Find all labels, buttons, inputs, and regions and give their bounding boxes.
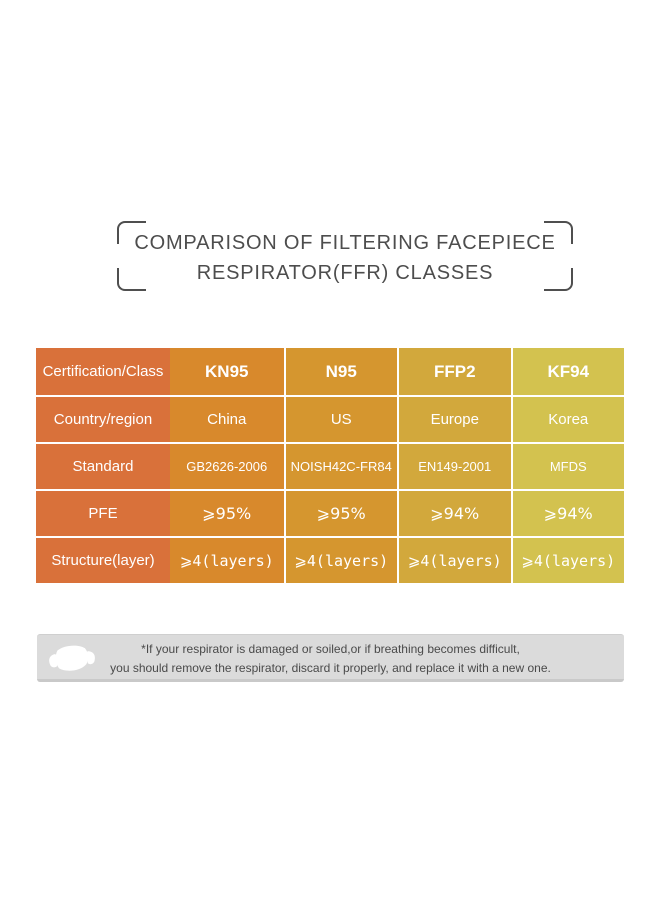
bracket-bottom-left-icon bbox=[117, 268, 146, 291]
cell-country-kf94: Korea bbox=[510, 395, 624, 442]
header-cell-label: Certification/Class bbox=[36, 348, 170, 395]
page-title-line-2: RESPIRATOR(FFR) CLASSES bbox=[196, 262, 494, 284]
warning-note-line-2: you should remove the respirator, discar… bbox=[110, 661, 551, 675]
cell-country-ffp2: Europe bbox=[397, 395, 511, 442]
cell-pfe-n95: ⩾95% bbox=[283, 489, 397, 536]
bracket-top-right-icon bbox=[544, 221, 573, 244]
cell-standard-n95: NOISH42C-FR84 bbox=[283, 442, 397, 489]
row-label-standard: Standard bbox=[36, 442, 170, 489]
cell-country-kn95: China bbox=[170, 395, 284, 442]
header-cell-kn95: KN95 bbox=[170, 348, 284, 395]
title-block: COMPARISON OF FILTERING FACEPIECE RESPIR… bbox=[117, 221, 573, 291]
mask-icon bbox=[45, 640, 100, 678]
page-title-line-1: COMPARISON OF FILTERING FACEPIECE bbox=[134, 232, 556, 254]
row-label-structure: Structure(layer) bbox=[36, 536, 170, 583]
cell-structure-n95: ⩾4(layers) bbox=[283, 536, 397, 583]
comparison-table: Certification/Class KN95 N95 FFP2 KF94 C… bbox=[36, 348, 624, 583]
header-cell-n95: N95 bbox=[283, 348, 397, 395]
row-label-pfe: PFE bbox=[36, 489, 170, 536]
header-cell-kf94: KF94 bbox=[510, 348, 624, 395]
cell-structure-ffp2: ⩾4(layers) bbox=[397, 536, 511, 583]
cell-structure-kn95: ⩾4(layers) bbox=[170, 536, 284, 583]
cell-structure-kf94: ⩾4(layers) bbox=[510, 536, 624, 583]
cell-pfe-kf94: ⩾94% bbox=[510, 489, 624, 536]
cell-country-n95: US bbox=[283, 395, 397, 442]
bracket-top-left-icon bbox=[117, 221, 146, 244]
page-title: COMPARISON OF FILTERING FACEPIECE RESPIR… bbox=[117, 228, 573, 288]
warning-note-line-1: *If your respirator is damaged or soiled… bbox=[141, 642, 520, 656]
warning-note-bar: *If your respirator is damaged or soiled… bbox=[37, 634, 624, 682]
cell-standard-kf94: MFDS bbox=[510, 442, 624, 489]
warning-note-text: *If your respirator is damaged or soiled… bbox=[37, 640, 624, 678]
cell-pfe-kn95: ⩾95% bbox=[170, 489, 284, 536]
row-label-country: Country/region bbox=[36, 395, 170, 442]
header-cell-ffp2: FFP2 bbox=[397, 348, 511, 395]
cell-pfe-ffp2: ⩾94% bbox=[397, 489, 511, 536]
cell-standard-ffp2: EN149-2001 bbox=[397, 442, 511, 489]
bracket-bottom-right-icon bbox=[544, 268, 573, 291]
cell-standard-kn95: GB2626-2006 bbox=[170, 442, 284, 489]
